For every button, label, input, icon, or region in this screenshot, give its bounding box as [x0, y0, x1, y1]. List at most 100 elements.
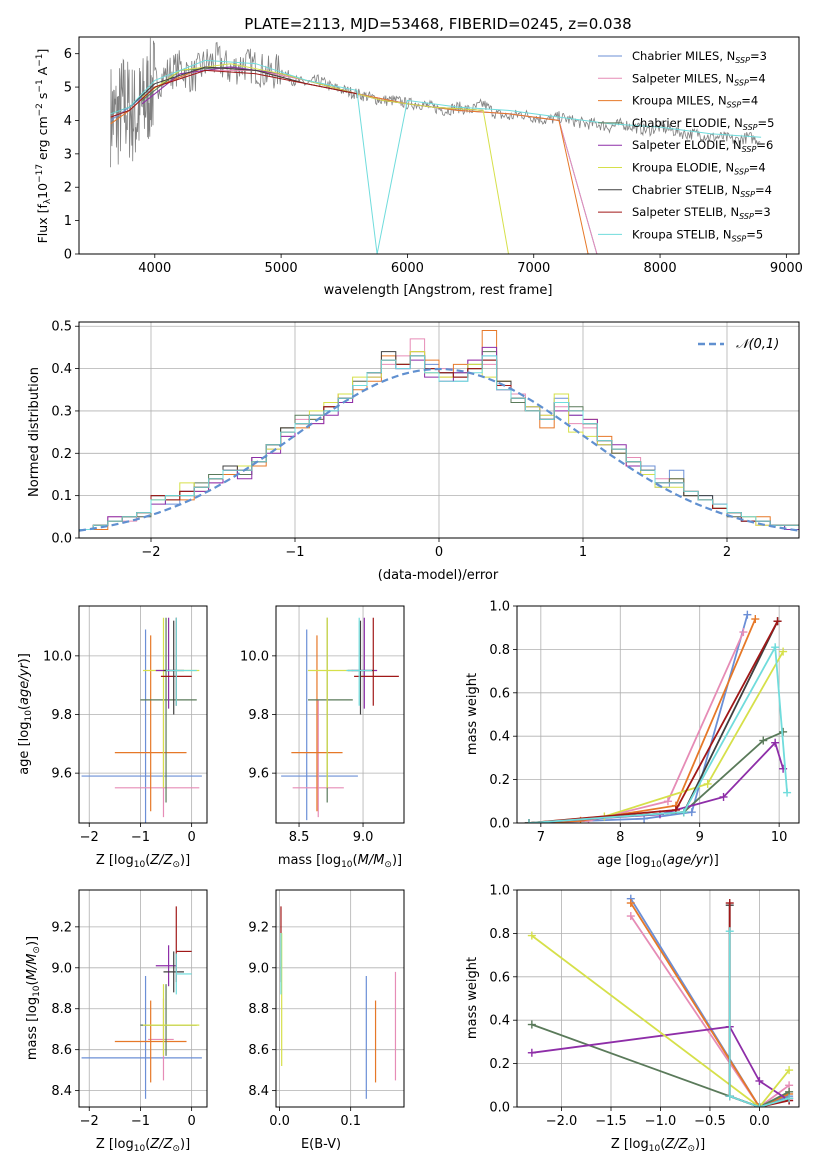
x-tick-label: 0.0 [269, 1114, 290, 1129]
x-tick-label: −1.5 [595, 1114, 627, 1129]
y-tick-label: 0.5 [51, 320, 72, 335]
x-tick-label: −2.0 [546, 1114, 578, 1129]
mass-weight-vs-metallicity-panel: −2.0 −1.5 −1.0 −0.5 0.0 0.0 0.2 0.4 0.6 0.8 1.0 [489, 884, 800, 1129]
mass-weight-line-chabrier-miles [528, 614, 749, 823]
plot-area [79, 330, 799, 532]
mass-weight-line-kroupa-stelib [528, 644, 788, 823]
mass-weight-vs-Z-ylabel: mass weight [465, 957, 480, 1039]
mass-weight-line-kroupa-elodie [528, 651, 784, 823]
x-tick-label: 0.0 [749, 1114, 770, 1129]
mass-weight-line-chabrier-elodie [531, 1023, 790, 1107]
y-tick-label: 0.4 [489, 730, 510, 745]
chart-title: PLATE=2113, MJD=53468, FIBERID=0245, z=0… [244, 15, 631, 33]
y-tick-label: 9.8 [248, 708, 269, 723]
y-tick-label: 9.8 [51, 708, 72, 723]
mass-weight-line-salpeter-miles [630, 915, 790, 1107]
legend-label: Chabrier MILES, NSSP=3 [632, 49, 767, 65]
normal-curve-legend-label: 𝒩(0,1) [736, 337, 779, 352]
spectrum-legend: Chabrier MILES, NSSP=3 Salpeter MILES, NS… [598, 49, 774, 243]
histogram-xlabel: (data-model)/error [378, 568, 499, 583]
x-tick-label: 4000 [138, 261, 171, 276]
mass-weight-vs-Z-xlabel: Z [log10(Z/Z⊙)] [611, 1137, 705, 1154]
x-tick-label: 9000 [770, 261, 803, 276]
histogram-ylabel: Normed distribution [27, 367, 42, 497]
x-tick-label: 2 [723, 545, 731, 560]
mass-vs-EBV-xlabel: E(B-V) [301, 1137, 341, 1152]
legend-label: Kroupa ELODIE, NSSP=4 [632, 161, 766, 177]
y-tick-label: 0 [64, 248, 72, 263]
mass-weight-line-chabrier-miles [630, 898, 790, 1107]
legend-label: Salpeter STELIB, NSSP=3 [632, 205, 771, 221]
y-tick-label: 3 [64, 147, 72, 162]
legend-label: Chabrier STELIB, NSSP=4 [632, 183, 772, 199]
y-tick-label: 1.0 [489, 884, 510, 899]
y-tick-label: 9.6 [51, 767, 72, 782]
axis-frame [78, 889, 208, 1108]
y-tick-label: 0.0 [489, 1101, 510, 1116]
plot-area [524, 610, 792, 823]
histogram-legend: 𝒩(0,1) [698, 337, 779, 352]
y-tick-label: 8.6 [248, 1043, 269, 1058]
x-tick-label: −1 [285, 545, 304, 560]
age-vs-metallicity-panel: −2 −1 0 9.6 9.8 10.0 [43, 605, 208, 845]
x-tick-label: −1 [131, 1114, 150, 1129]
y-tick-label: 9.0 [51, 961, 72, 976]
x-tick-label: 10 [771, 830, 788, 845]
y-tick-label: 2 [64, 181, 72, 196]
y-tick-label: 0.6 [489, 970, 510, 985]
y-tick-label: 1.0 [489, 600, 510, 615]
axis-frame [516, 605, 800, 824]
x-tick-label: −1.0 [645, 1114, 677, 1129]
mass-weight-vs-age-ylabel: mass weight [465, 673, 480, 755]
y-tick-label: 0.2 [489, 1057, 510, 1072]
spectrum-panel: 4000 5000 6000 7000 8000 9000 0 1 2 3 4 5 6 [64, 36, 803, 276]
y-tick-label: 0.3 [51, 404, 72, 419]
x-tick-label: −2 [80, 830, 99, 845]
mass-vs-metallicity-panel: −2 −1 0 8.4 8.6 8.8 9.0 9.2 [51, 889, 208, 1129]
x-tick-label: 0.1 [340, 1114, 361, 1129]
model-line-kroupa-stelib [110, 59, 762, 254]
y-tick-label: 8.8 [248, 1002, 269, 1017]
x-tick-label: −2 [141, 545, 160, 560]
x-tick-label: 7000 [517, 261, 550, 276]
legend-label: Salpeter ELODIE, NSSP=6 [632, 138, 773, 154]
y-tick-label: 5 [64, 81, 72, 96]
data-spectrum-line [110, 37, 761, 168]
y-tick-label: 0.2 [489, 773, 510, 788]
plot-area [81, 906, 202, 1099]
y-tick-label: 0.8 [489, 643, 510, 658]
x-tick-label: 9 [696, 830, 704, 845]
mass-weight-vs-age-panel: 7 8 9 10 0.0 0.2 0.4 0.6 0.8 1.0 [489, 600, 800, 845]
axis-frame [78, 321, 800, 539]
axis-frame [516, 889, 800, 1108]
mass-weight-line-kroupa-elodie [531, 934, 790, 1107]
x-tick-label: 6000 [391, 261, 424, 276]
x-tick-label: 8 [616, 830, 624, 845]
y-tick-label: 0.4 [51, 362, 72, 377]
y-tick-label: 1 [64, 214, 72, 229]
x-tick-label: −0.5 [694, 1114, 726, 1129]
residual-histogram-panel: −2 −1 0 1 2 0.0 0.1 0.2 0.3 0.4 0.5 [51, 320, 800, 560]
y-tick-label: 8.4 [51, 1084, 72, 1099]
x-tick-label: 7 [537, 830, 545, 845]
y-tick-label: 0.2 [51, 447, 72, 462]
x-tick-label: 5000 [265, 261, 298, 276]
axis-frame [275, 605, 405, 824]
y-tick-label: 9.6 [248, 767, 269, 782]
mass-weight-line-kroupa-stelib [728, 931, 790, 1107]
legend-label: Chabrier ELODIE, NSSP=5 [632, 116, 774, 132]
y-tick-label: 10.0 [240, 649, 269, 664]
y-tick-label: 10.0 [43, 649, 72, 664]
x-tick-label: 9.0 [353, 830, 374, 845]
age-vs-Z-xlabel: Z [log10(Z/Z⊙)] [96, 853, 190, 870]
y-tick-label: 8.8 [51, 1002, 72, 1017]
y-tick-label: 9.2 [51, 920, 72, 935]
x-tick-label: 1 [579, 545, 587, 560]
spectrum-xlabel: wavelength [Angstrom, rest frame] [324, 283, 553, 298]
x-tick-label: 0 [187, 830, 195, 845]
legend-label: Kroupa MILES, NSSP=4 [632, 94, 758, 110]
mass-vs-Z-xlabel: Z [log10(Z/Z⊙)] [96, 1137, 190, 1154]
plot-area [110, 37, 762, 254]
axis-frame [78, 36, 800, 255]
